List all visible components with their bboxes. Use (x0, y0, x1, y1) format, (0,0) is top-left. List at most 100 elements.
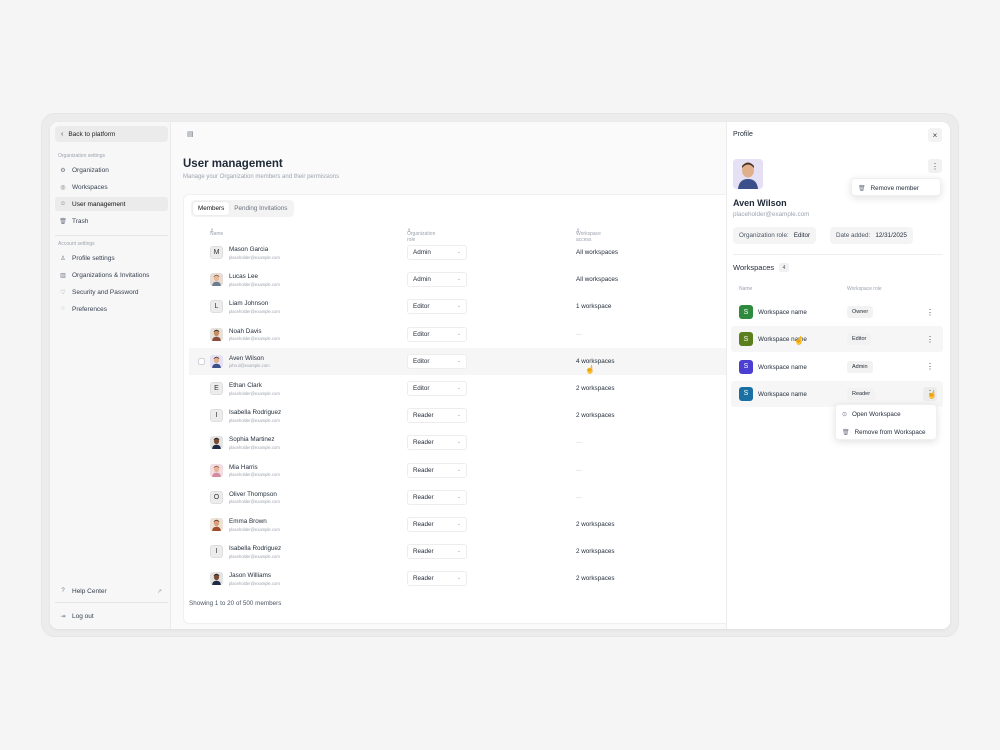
org-section-label: Organization settings (58, 153, 105, 159)
table-row[interactable]: Jason Williams placeholder@example.com Rea… (189, 565, 727, 592)
org-role-select[interactable]: Editor ⌄ (407, 299, 467, 315)
table-row[interactable]: Emma Brown placeholder@example.com Reader ⌄… (189, 511, 727, 538)
page-subtitle: Manage your Organization members and the… (183, 174, 340, 180)
table-row[interactable]: Sophia Martinez placeholder@example.com Re… (189, 429, 727, 456)
org-role-select[interactable]: Admin ⌄ (407, 245, 467, 260)
workspace-access: 2 workspaces (576, 521, 615, 528)
sidebar-item-label: Organization (72, 166, 109, 174)
workspace-name: Workspace name (758, 390, 807, 398)
chevron-down-icon: ⌄ (456, 575, 461, 582)
org-role-select[interactable]: Reader ⌄ (407, 462, 467, 478)
workspace-more-button[interactable]: ⋮ (926, 334, 934, 344)
workspace-row[interactable]: S Workspace name Owner ⋮ (731, 299, 943, 325)
remove-from-workspace-item[interactable]: 🗑 Remove from Workspace (842, 428, 926, 436)
avatar (210, 354, 223, 368)
org-role-select[interactable]: Reader ⌄ (407, 408, 467, 424)
workspaces-icon: ◎ (60, 184, 66, 191)
sidebar-item-security-and-password[interactable]: ♡ Security and Password (55, 285, 168, 299)
sidebar-item-organizations-invitations[interactable]: ▥ Organizations & Invitations (55, 268, 168, 282)
open-icon: ⊙ (842, 411, 848, 418)
org-role-select[interactable]: Editor ⌄ (407, 381, 467, 396)
workspace-name: Workspace name (758, 336, 807, 344)
preferences-icon: ◌ (61, 306, 65, 312)
sidebar-item-organization[interactable]: ⚙ Organization (55, 163, 168, 177)
logout-button[interactable]: ⇥ Log out (55, 609, 168, 623)
external-link-icon: ↗ (156, 588, 162, 595)
table-row[interactable]: I Isabella Rodriguez placeholder@example.c… (189, 402, 727, 429)
workspace-access: — (576, 493, 583, 501)
table-row[interactable]: L Liam Johnson placeholder@example.com Edit… (189, 293, 727, 320)
table-row[interactable]: Aven Wilson john.d@example.com Editor ⌄ 4 wo… (189, 347, 727, 375)
org-role-select[interactable]: Admin ⌄ (407, 272, 467, 288)
member-email: placeholder@example.com (229, 336, 280, 342)
workspaces-count-badge: 4 (779, 263, 789, 272)
pointer-cursor-icon: ☝ (585, 365, 595, 374)
workspace-icon: S (739, 359, 753, 374)
close-button[interactable]: × (928, 128, 942, 142)
workspace-icon: S (739, 386, 753, 401)
table-row[interactable]: Mia Harris placeholder@example.com Reader ⌄… (189, 457, 727, 484)
chevron-down-icon: ⌄ (456, 276, 461, 283)
org-role-select[interactable]: Editor ⌄ (407, 353, 467, 369)
back-to-platform-button[interactable]: ‹ Back to platform (55, 126, 168, 142)
member-name: Isabella Rodriguez (229, 545, 282, 553)
member-name: Noah Davis (229, 327, 262, 335)
help-center-link[interactable]: ? Help Center ↗ (55, 584, 168, 598)
sidebar-divider (55, 602, 168, 603)
org-role-select[interactable]: Editor ⌄ (407, 326, 467, 342)
table-row[interactable]: M Mason Garcia placeholder@example.com Admi… (189, 239, 727, 266)
tab-members[interactable]: Members (193, 202, 230, 215)
workspace-more-button[interactable]: ⋮ (926, 307, 934, 317)
table-row[interactable]: O Oliver Thompson placeholder@example.com R… (189, 484, 727, 511)
workspace-more-button[interactable]: ⋮ (923, 386, 937, 401)
avatar (210, 436, 223, 450)
table-row[interactable]: Lucas Lee placeholder@example.com Admin ⌄ Al… (189, 266, 727, 293)
ws-column-name: Name (739, 286, 753, 292)
chevron-down-icon: ⌄ (456, 412, 461, 419)
org-role-select[interactable]: Reader ⌄ (407, 489, 467, 505)
logout-label: Log out (72, 612, 94, 620)
workspace-role-badge[interactable]: Owner (847, 306, 874, 318)
pointer-cursor-icon: ☝ (794, 336, 804, 345)
workspace-access: 2 workspaces (576, 412, 615, 420)
workspace-row[interactable]: S Workspace name Editor ⋮ (731, 326, 943, 353)
member-name: Isabella Rodriguez (229, 409, 282, 417)
sidebar-item-profile-settings[interactable]: ♙ Profile settings (55, 251, 168, 265)
pointer-cursor-icon: ☝ (927, 390, 937, 399)
org-role-select[interactable]: Reader ⌄ (407, 544, 467, 560)
ws-column-role: Workspace role (847, 286, 882, 292)
org-role-select[interactable]: Reader ⌄ (407, 517, 467, 532)
sidebar-item-workspaces[interactable]: ◎ Workspaces (55, 180, 168, 194)
remove-member-item[interactable]: 🗑 Remove member (858, 184, 919, 192)
member-name: Jason Williams (229, 572, 271, 580)
table-row[interactable]: I Isabella Rodriguez placeholder@example.c… (189, 538, 727, 565)
sidebar-divider (55, 235, 168, 236)
workspace-role-badge[interactable]: Reader (847, 387, 876, 400)
sidebar-toggle-icon[interactable]: ▤ (187, 131, 194, 138)
org-role-select[interactable]: Reader ⌄ (407, 435, 467, 451)
workspace-row[interactable]: S Workspace name Admin ⋮ (731, 354, 943, 380)
org-role-select[interactable]: Reader ⌄ (407, 571, 467, 587)
table-row[interactable]: Noah Davis placeholder@example.com Editor ⌄… (189, 321, 727, 348)
table-row[interactable]: E Ethan Clark placeholder@example.com Edito… (189, 375, 727, 402)
workspace-role-badge[interactable]: Editor (847, 333, 872, 346)
workspace-role-badge[interactable]: Admin (847, 360, 873, 373)
workspace-row[interactable]: S Workspace name Reader ⋮ (731, 380, 943, 407)
column-org-role[interactable]: Organization role ⇕ (407, 228, 436, 243)
row-checkbox[interactable] (198, 357, 205, 365)
member-name: Sophia Martinez (229, 436, 275, 444)
chevron-down-icon: ⌄ (456, 521, 461, 527)
tab-pending-invitations[interactable]: Pending Invitations (234, 205, 288, 212)
member-email: placeholder@example.com (229, 417, 280, 423)
sidebar-item-user-management[interactable]: ☺ User management (55, 197, 168, 211)
profile-menu: 🗑 Remove member (851, 178, 941, 196)
column-name[interactable]: Name ⇕ (210, 228, 224, 237)
column-workspace-access[interactable]: Workspace access ⇕ (576, 228, 601, 243)
open-workspace-item[interactable]: ⊙ Open Workspace (842, 410, 901, 418)
workspace-access: — (576, 466, 583, 474)
workspace-more-button[interactable]: ⋮ (926, 362, 934, 372)
avatar: L (210, 300, 223, 314)
sidebar-item-trash[interactable]: 🗑 Trash (55, 214, 168, 228)
profile-more-button[interactable]: ⋮ (928, 159, 942, 173)
sidebar-item-preferences[interactable]: ◌ Preferences (55, 302, 168, 316)
